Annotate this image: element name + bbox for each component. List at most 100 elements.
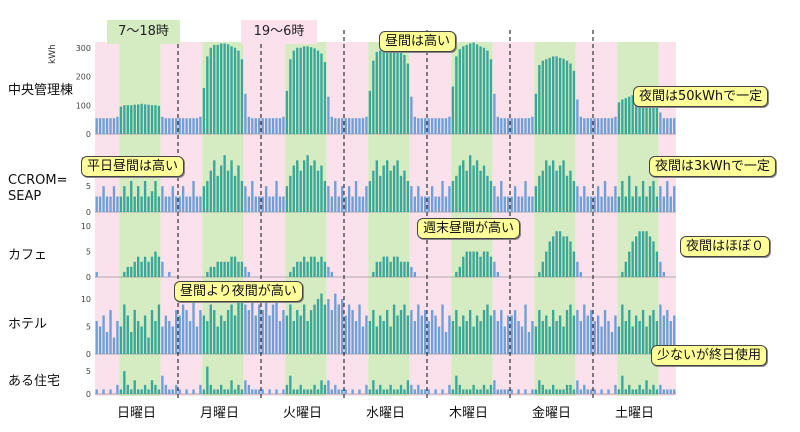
bar-hotel <box>527 332 531 354</box>
bar-cafe <box>662 271 666 277</box>
bar-ccrom <box>137 186 140 212</box>
bar-ccrom <box>517 196 520 212</box>
bar-house <box>334 384 337 394</box>
bar-house <box>140 389 143 394</box>
day-label-fri: 金曜日 <box>531 406 571 421</box>
bar-office <box>586 118 589 134</box>
bar-office <box>465 44 468 134</box>
bar-hotel <box>545 315 548 354</box>
bar-ccrom <box>538 175 541 212</box>
bar-office <box>427 118 430 134</box>
bar-ccrom <box>635 186 638 212</box>
bar-cafe <box>220 261 223 277</box>
bar-hotel <box>292 321 295 354</box>
bar-office <box>617 102 621 134</box>
bar-hotel <box>95 321 98 354</box>
bar-hotel <box>320 293 323 354</box>
bar-hotel <box>341 299 344 354</box>
bar-cafe <box>213 266 216 277</box>
bar-hotel <box>361 326 365 354</box>
bar-hotel <box>171 326 174 354</box>
callout-night-50kwh: 夜間は50kWhで一定 <box>633 86 769 107</box>
bar-ccrom <box>413 196 417 212</box>
bar-house <box>292 389 295 394</box>
bar-cafe <box>655 251 659 277</box>
bar-office <box>299 47 302 134</box>
bar-hotel <box>513 310 517 354</box>
bar-ccrom <box>330 196 334 212</box>
bar-house <box>451 389 455 394</box>
bar-house <box>635 389 638 394</box>
bar-office <box>347 118 351 134</box>
bar-office <box>192 118 195 134</box>
bar-ccrom <box>496 196 500 212</box>
bar-house <box>199 384 202 394</box>
bar-hotel <box>278 321 282 354</box>
bar-cafe <box>230 256 233 277</box>
bar-office <box>195 118 199 134</box>
bar-office <box>164 118 168 134</box>
bar-office <box>655 100 659 134</box>
bar-ccrom <box>285 186 289 212</box>
bar-cafe <box>406 261 410 277</box>
bar-office <box>645 95 648 134</box>
bar-house <box>154 384 157 394</box>
bar-cafe <box>123 271 126 277</box>
bar-office <box>330 116 334 134</box>
bar-ccrom <box>313 160 316 212</box>
y-tick-label: 300 <box>76 44 91 53</box>
bar-house <box>171 389 174 394</box>
bar-office <box>105 118 109 134</box>
bar-office <box>296 47 299 134</box>
bar-office <box>216 44 219 134</box>
bar-hotel <box>233 315 237 354</box>
bar-hotel <box>209 304 212 354</box>
bar-hotel <box>119 326 123 354</box>
bar-house <box>382 389 385 394</box>
bar-office <box>548 57 551 134</box>
bar-house <box>583 384 586 394</box>
y-tick-label: 10 <box>81 222 91 231</box>
bar-house <box>552 384 555 394</box>
bar-cafe <box>327 266 330 277</box>
bar-house <box>109 389 112 394</box>
bar-office <box>258 118 261 134</box>
bar-ccrom <box>534 186 538 212</box>
bar-hotel <box>496 321 500 354</box>
bar-house <box>233 389 237 394</box>
bar-cafe <box>621 271 624 277</box>
bar-ccrom <box>417 186 420 212</box>
bar-hotel <box>254 315 257 354</box>
bar-hotel <box>648 315 652 354</box>
bar-ccrom <box>133 196 136 212</box>
bar-hotel <box>382 321 385 354</box>
bar-house <box>565 384 569 394</box>
bar-house <box>237 384 240 394</box>
bar-hotel <box>192 299 195 354</box>
bar-house <box>579 389 583 394</box>
bar-ccrom <box>178 196 181 212</box>
bar-cafe <box>233 256 237 277</box>
bar-house <box>372 380 375 394</box>
bar-hotel <box>392 304 396 354</box>
bar-office <box>102 118 105 134</box>
bar-office <box>430 118 434 134</box>
bar-hotel <box>469 310 472 354</box>
bar-office <box>354 118 358 134</box>
bar-house <box>593 389 596 394</box>
bar-ccrom <box>261 196 264 212</box>
bar-ccrom <box>303 160 306 212</box>
bar-house <box>631 389 634 394</box>
bar-ccrom <box>199 196 202 212</box>
bar-ccrom <box>600 196 603 212</box>
bar-office <box>358 118 361 134</box>
bar-cafe <box>482 251 486 277</box>
bar-office <box>579 116 583 134</box>
bar-hotel <box>344 315 347 354</box>
bar-ccrom <box>628 175 631 212</box>
day-label-thu: 木曜日 <box>448 406 488 421</box>
bar-cafe <box>150 256 154 277</box>
bar-office <box>361 118 365 134</box>
bar-house <box>254 389 257 394</box>
